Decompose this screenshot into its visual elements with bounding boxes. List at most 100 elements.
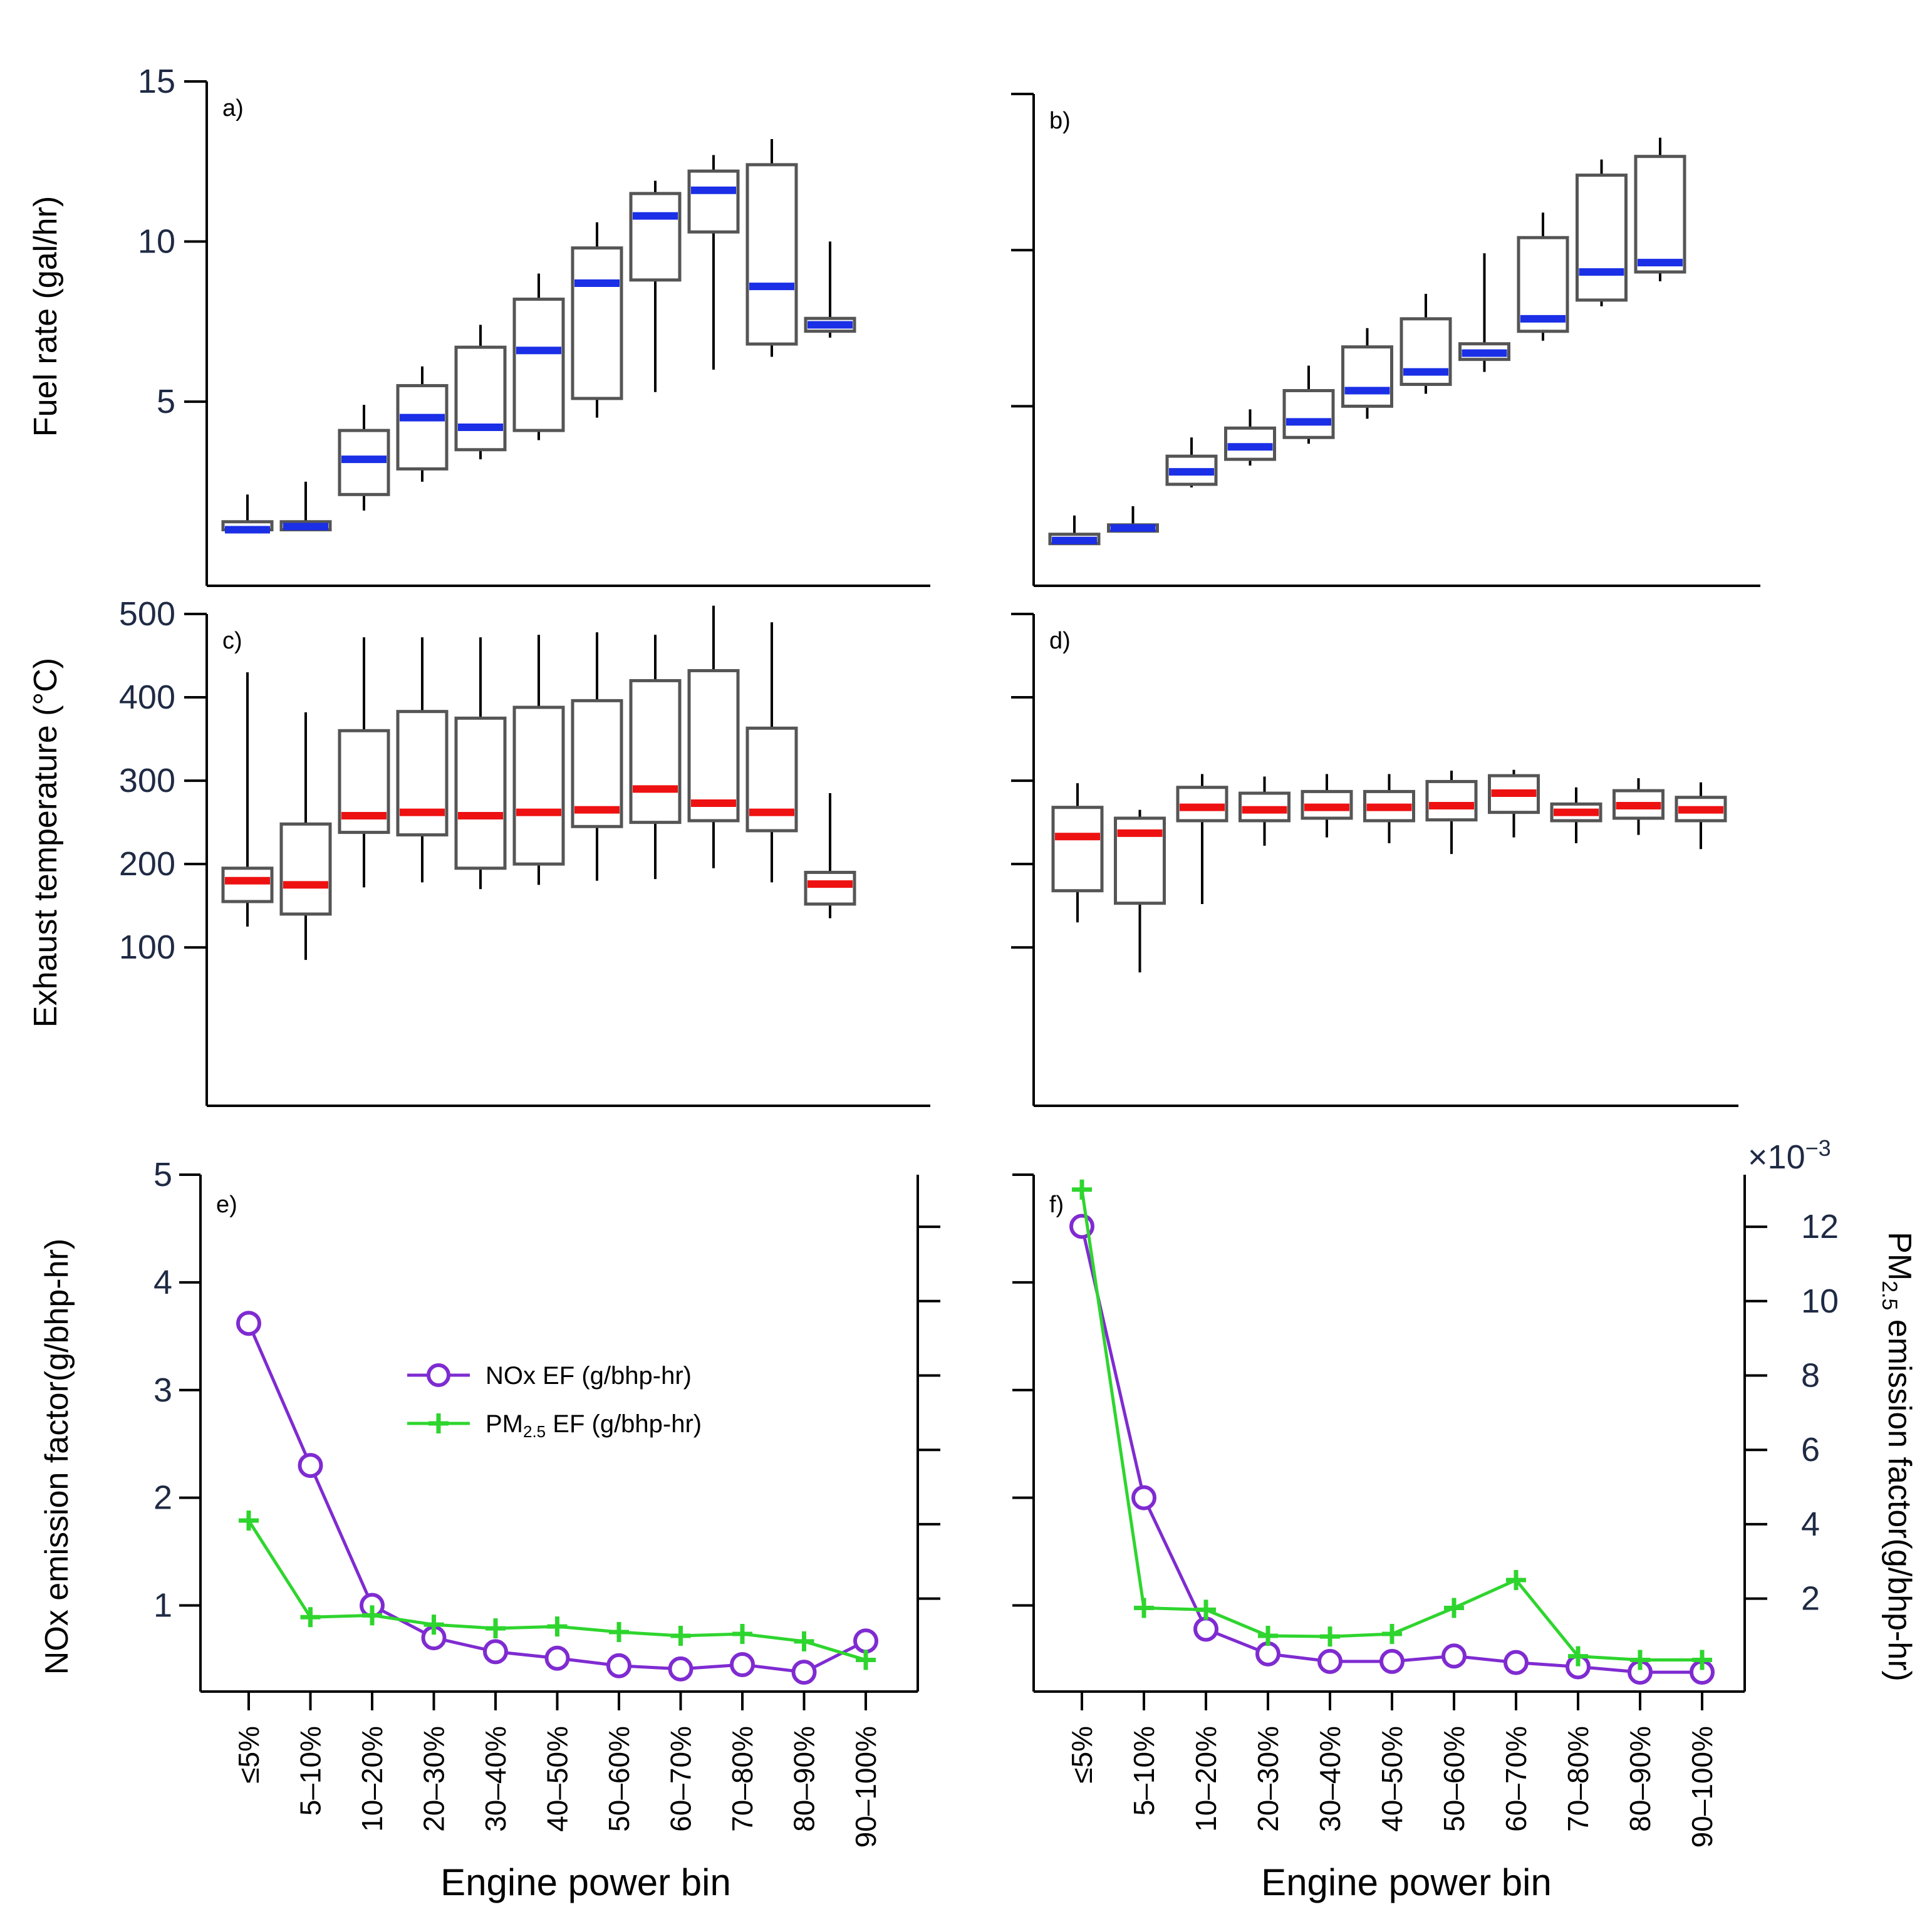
- pm-point: [1320, 1626, 1340, 1647]
- box: [1051, 806, 1104, 893]
- pm-point: [1196, 1599, 1216, 1620]
- box: [221, 866, 274, 903]
- box: [454, 345, 507, 452]
- pm-point: [239, 1510, 259, 1531]
- nox-point: [1379, 1648, 1405, 1674]
- pm-point: [362, 1605, 382, 1626]
- x-tick-label-f: 50–60%: [1438, 1726, 1470, 1832]
- panel-f: f) 2 4 6 8 10 12 ≤5% 5–10% 10–20% 20–30% 30–40% 40–5…: [1012, 1173, 1839, 1848]
- box: [396, 384, 449, 471]
- nox-point: [1504, 1650, 1529, 1675]
- temp-ylabel: Exhaust temperature (°C): [28, 658, 64, 1027]
- x-tick-label-f: 70–80%: [1562, 1726, 1594, 1832]
- y-tick-label-c: 100: [119, 928, 175, 966]
- legend-pm-marker: [428, 1413, 449, 1433]
- y-tick-label-e: 5: [153, 1156, 172, 1193]
- xlabel-right: Engine power bin: [1261, 1861, 1552, 1903]
- nox-point: [544, 1645, 570, 1671]
- box: [804, 870, 856, 906]
- y-tick-label-c: 500: [119, 595, 175, 633]
- x-tick-label-f: 40–50%: [1376, 1726, 1408, 1832]
- nox-point: [483, 1639, 508, 1665]
- pm-point: [300, 1607, 321, 1628]
- pm-point: [856, 1650, 876, 1670]
- y-tick-label-a: 5: [157, 383, 175, 420]
- y-right-tick-label-f: 4: [1801, 1505, 1820, 1543]
- box: [629, 679, 682, 824]
- panel-label-d: d): [1049, 628, 1071, 654]
- pm-ylabel: PM2.5 emission factor(g/bhp-hr): [1877, 1232, 1918, 1682]
- panel-label-b: b): [1049, 108, 1071, 134]
- pm-point: [1382, 1624, 1402, 1644]
- nox-point: [1255, 1641, 1280, 1667]
- nox-ylabel: NOx emission factor(g/bhp-hr): [39, 1239, 75, 1675]
- pm-point: [609, 1622, 629, 1643]
- pm-line: [1080, 1189, 1702, 1662]
- y-tick-label-a: 10: [138, 223, 175, 261]
- y-tick-label-e: 4: [153, 1264, 172, 1301]
- x-tick-label-f: 5–10%: [1128, 1726, 1160, 1816]
- y-tick-label-e: 3: [153, 1371, 172, 1409]
- box: [279, 822, 332, 916]
- panel-e: e) 1 2 3 4 5 ≤5% 5–10% 10–20% 20–30% 30–40% 40–50% 5…: [153, 1156, 940, 1848]
- pm-point: [1506, 1569, 1526, 1590]
- y-tick-label-c: 400: [119, 679, 175, 716]
- pm-point: [1444, 1598, 1464, 1618]
- x-tick-label-f: 20–30%: [1252, 1726, 1284, 1832]
- panel-label-f: f): [1049, 1192, 1064, 1218]
- nox-point: [1131, 1485, 1156, 1511]
- pm-point: [794, 1631, 814, 1651]
- y-right-tick-label-f: 12: [1801, 1208, 1839, 1245]
- y-right-tick-label-f: 6: [1801, 1431, 1820, 1469]
- box: [396, 710, 449, 837]
- pm-point: [1630, 1650, 1650, 1670]
- panel-label-c: c): [222, 628, 242, 654]
- xlabel-left: Engine power bin: [440, 1861, 731, 1903]
- box: [1425, 779, 1478, 822]
- pm-point: [1692, 1650, 1712, 1670]
- box: [1576, 174, 1628, 302]
- nox-point: [668, 1656, 693, 1682]
- legend-nox-label: NOx EF (g/bhp-hr): [486, 1362, 692, 1390]
- nox-point: [1441, 1643, 1467, 1669]
- x-tick-label-e: 50–60%: [603, 1726, 635, 1832]
- nox-point: [298, 1453, 323, 1479]
- fuel-ylabel: Fuel rate (gal/hr): [28, 196, 64, 437]
- legend: NOx EF (g/bhp-hr) PM2.5 EF (g/bhp-hr): [407, 1362, 702, 1441]
- x-tick-label-f: 90–100%: [1686, 1726, 1718, 1848]
- panel-label-e: e): [216, 1192, 237, 1218]
- panel-d: d): [1011, 613, 1738, 1107]
- x-tick-label-e: 20–30%: [418, 1726, 450, 1832]
- x-tick-label-e: ≤5%: [232, 1726, 265, 1784]
- y-right-tick-label-f: 10: [1801, 1282, 1839, 1320]
- x-tick-label-e: 90–100%: [849, 1726, 882, 1848]
- pm-point: [486, 1618, 506, 1639]
- panel-b: b): [1011, 93, 1760, 587]
- y-right-tick-label-f: 2: [1801, 1580, 1820, 1618]
- x-tick-label-f: 30–40%: [1314, 1726, 1346, 1832]
- pm-point: [1568, 1646, 1588, 1667]
- pm-point: [1258, 1625, 1278, 1646]
- box: [1282, 388, 1335, 439]
- x-tick-label-f: ≤5%: [1066, 1726, 1098, 1784]
- box: [1634, 155, 1686, 274]
- legend-pm-label: PM2.5 EF (g/bhp-hr): [486, 1410, 702, 1441]
- panel-a: a) 5 10 15: [138, 63, 930, 587]
- nox-point: [236, 1311, 261, 1336]
- nox-point: [1317, 1648, 1343, 1674]
- x-tick-label-e: 40–50%: [541, 1726, 574, 1832]
- panel-c: c) 100 200 300 400 500: [119, 595, 930, 1107]
- y-tick-label-a: 15: [138, 63, 175, 100]
- box: [745, 163, 798, 346]
- nox-point: [853, 1628, 878, 1654]
- nox-point: [730, 1652, 755, 1678]
- nox-point: [606, 1653, 631, 1678]
- y-tick-label-e: 1: [153, 1587, 172, 1625]
- x-tick-label-e: 5–10%: [294, 1726, 327, 1816]
- pm-point: [732, 1624, 752, 1644]
- nox-point: [1193, 1616, 1218, 1642]
- y-tick-label-c: 300: [119, 762, 175, 799]
- box: [687, 169, 740, 234]
- y-tick-label-e: 2: [153, 1479, 172, 1517]
